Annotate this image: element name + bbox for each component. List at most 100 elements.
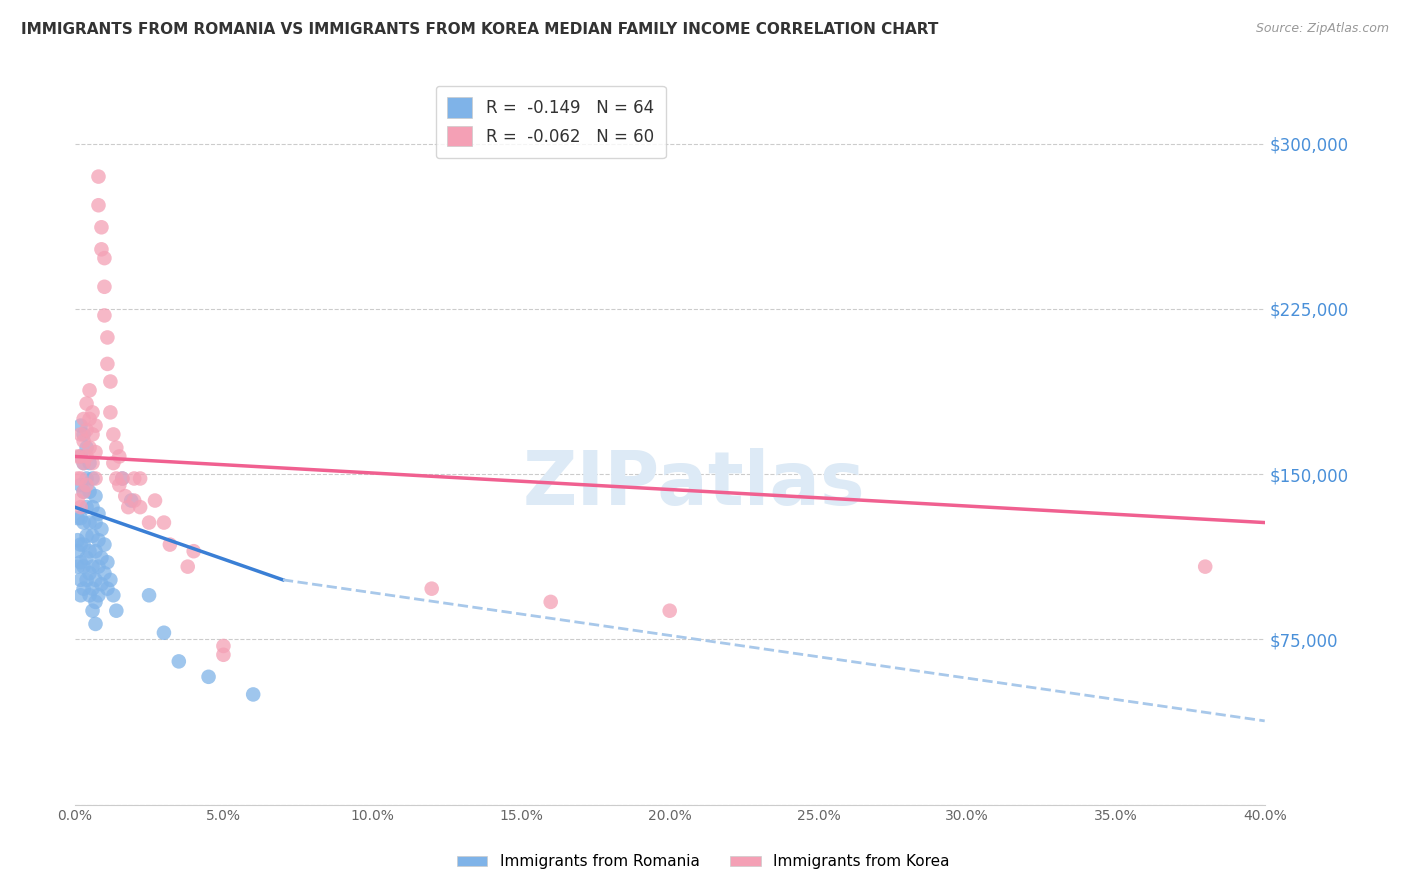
Point bbox=[82, 405, 104, 419]
Point bbox=[69, 471, 91, 485]
Point bbox=[79, 484, 101, 499]
Point bbox=[90, 243, 112, 257]
Point bbox=[76, 478, 98, 492]
Point bbox=[76, 450, 98, 464]
Point bbox=[87, 533, 110, 548]
Point bbox=[117, 500, 139, 515]
Point bbox=[69, 588, 91, 602]
Point bbox=[69, 427, 91, 442]
Point bbox=[197, 670, 219, 684]
Point bbox=[138, 516, 160, 530]
Point bbox=[72, 484, 94, 499]
Point bbox=[66, 544, 89, 558]
Point bbox=[82, 500, 104, 515]
Point bbox=[100, 573, 122, 587]
Point bbox=[90, 550, 112, 565]
Point bbox=[82, 529, 104, 543]
Point bbox=[90, 522, 112, 536]
Point bbox=[69, 538, 91, 552]
Point bbox=[100, 405, 122, 419]
Point bbox=[79, 441, 101, 455]
Point bbox=[153, 625, 176, 640]
Point bbox=[76, 396, 98, 410]
Legend: R =  -0.149   N = 64, R =  -0.062   N = 60: R = -0.149 N = 64, R = -0.062 N = 60 bbox=[436, 86, 665, 158]
Point bbox=[66, 450, 89, 464]
Point bbox=[76, 529, 98, 543]
Point bbox=[66, 533, 89, 548]
Point bbox=[93, 566, 115, 581]
Point bbox=[658, 604, 681, 618]
Point bbox=[69, 478, 91, 492]
Point bbox=[84, 616, 107, 631]
Point bbox=[120, 493, 142, 508]
Point bbox=[114, 489, 136, 503]
Point bbox=[82, 604, 104, 618]
Point bbox=[66, 493, 89, 508]
Text: IMMIGRANTS FROM ROMANIA VS IMMIGRANTS FROM KOREA MEDIAN FAMILY INCOME CORRELATIO: IMMIGRANTS FROM ROMANIA VS IMMIGRANTS FR… bbox=[21, 22, 938, 37]
Point bbox=[540, 595, 562, 609]
Point bbox=[84, 544, 107, 558]
Point bbox=[96, 357, 118, 371]
Point bbox=[76, 471, 98, 485]
Point bbox=[122, 493, 145, 508]
Point bbox=[93, 309, 115, 323]
Point bbox=[96, 330, 118, 344]
Point bbox=[105, 441, 128, 455]
Point bbox=[111, 471, 134, 485]
Point bbox=[79, 384, 101, 398]
Point bbox=[76, 423, 98, 437]
Point bbox=[100, 375, 122, 389]
Point bbox=[72, 559, 94, 574]
Point bbox=[177, 559, 200, 574]
Point bbox=[69, 511, 91, 525]
Point bbox=[79, 566, 101, 581]
Point bbox=[212, 639, 235, 653]
Point bbox=[90, 220, 112, 235]
Point bbox=[76, 441, 98, 455]
Point bbox=[69, 500, 91, 515]
Point bbox=[79, 516, 101, 530]
Point bbox=[82, 427, 104, 442]
Point bbox=[159, 538, 181, 552]
Point bbox=[84, 418, 107, 433]
Point bbox=[82, 471, 104, 485]
Point bbox=[90, 577, 112, 591]
Point bbox=[69, 450, 91, 464]
Point bbox=[84, 516, 107, 530]
Point bbox=[69, 573, 91, 587]
Point bbox=[79, 412, 101, 426]
Text: Source: ZipAtlas.com: Source: ZipAtlas.com bbox=[1256, 22, 1389, 36]
Point bbox=[72, 538, 94, 552]
Point bbox=[82, 559, 104, 574]
Point bbox=[96, 582, 118, 596]
Point bbox=[79, 544, 101, 558]
Point bbox=[103, 588, 125, 602]
Point bbox=[93, 280, 115, 294]
Point bbox=[167, 654, 190, 668]
Point bbox=[87, 198, 110, 212]
Point bbox=[153, 516, 176, 530]
Legend: Immigrants from Romania, Immigrants from Korea: Immigrants from Romania, Immigrants from… bbox=[451, 848, 955, 875]
Point bbox=[76, 500, 98, 515]
Point bbox=[183, 544, 205, 558]
Point bbox=[103, 456, 125, 470]
Point bbox=[72, 412, 94, 426]
Point bbox=[82, 456, 104, 470]
Point bbox=[69, 555, 91, 569]
Text: ZIPatlas: ZIPatlas bbox=[522, 448, 865, 521]
Point bbox=[76, 573, 98, 587]
Point bbox=[138, 588, 160, 602]
Point bbox=[108, 450, 131, 464]
Point bbox=[108, 478, 131, 492]
Point bbox=[122, 471, 145, 485]
Point bbox=[212, 648, 235, 662]
Point bbox=[129, 500, 152, 515]
Point bbox=[84, 595, 107, 609]
Point bbox=[72, 456, 94, 470]
Point bbox=[143, 493, 166, 508]
Point bbox=[72, 434, 94, 448]
Point bbox=[105, 604, 128, 618]
Point bbox=[242, 688, 264, 702]
Point bbox=[84, 471, 107, 485]
Point bbox=[96, 555, 118, 569]
